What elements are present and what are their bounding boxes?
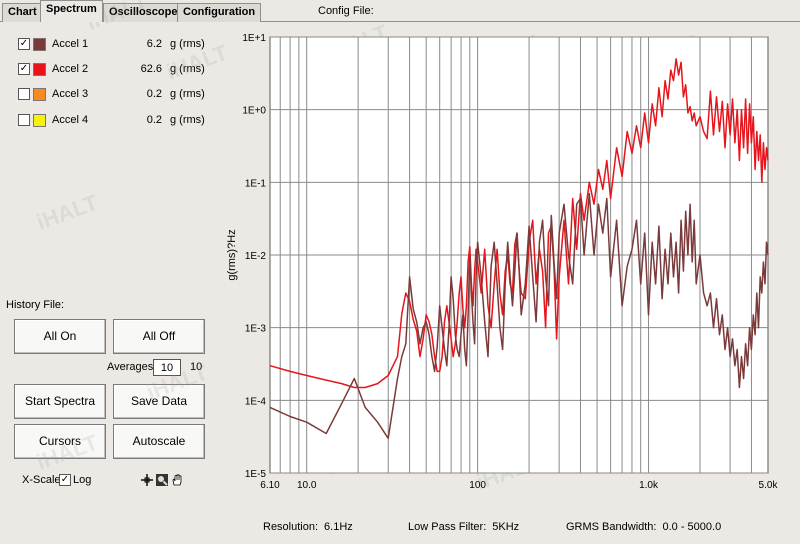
y-tick-label: 1E-3	[245, 324, 267, 335]
all-off-button[interactable]: All Off	[113, 319, 205, 354]
y-tick-label: 1E-4	[245, 396, 267, 407]
tab-bar: Chart Spectrum Oscilloscope Configuratio…	[0, 0, 800, 22]
grms-bandwidth-status: GRMS Bandwidth: 0.0 - 5000.0	[566, 521, 721, 533]
autoscale-button[interactable]: Autoscale	[113, 424, 205, 459]
channel-unit: g (rms)	[170, 38, 205, 50]
x-scale-label: X-Scale	[22, 474, 61, 486]
channel-color-swatch[interactable]	[33, 114, 46, 127]
start-spectra-button[interactable]: Start Spectra	[14, 384, 106, 419]
config-file-label: Config File:	[318, 5, 374, 17]
channel-checkbox[interactable]	[18, 88, 30, 100]
low-pass-filter-label: Low Pass Filter:	[408, 521, 487, 533]
channel-rms-value: 62.6	[140, 63, 162, 75]
x-tick-label: 100	[469, 480, 486, 491]
log-label: Log	[73, 474, 92, 486]
grms-bandwidth-label: GRMS Bandwidth:	[566, 521, 657, 533]
channel-unit: g (rms)	[170, 63, 205, 75]
channel-rms-value: 6.2	[146, 38, 162, 50]
channel-name: Accel 4	[52, 114, 89, 126]
tab-oscilloscope[interactable]: Oscilloscope	[103, 3, 184, 22]
channel-name: Accel 3	[52, 88, 89, 100]
x-tick-label: 10.0	[297, 480, 317, 491]
grms-bandwidth-value: 0.0 - 5000.0	[662, 521, 722, 533]
y-tick-label: 1E-2	[245, 251, 267, 262]
channel-rms-value: 0.2	[146, 114, 162, 126]
tab-chart[interactable]: Chart	[2, 3, 43, 22]
x-tick-label: 6.10	[260, 480, 280, 491]
tab-spectrum[interactable]: Spectrum	[40, 0, 103, 22]
channel-color-swatch[interactable]	[33, 38, 46, 51]
channel-rms-value: 0.2	[146, 88, 162, 100]
channel-unit: g (rms)	[170, 88, 205, 100]
pan-hand-icon[interactable]	[171, 474, 183, 486]
low-pass-filter-value: 5KHz	[492, 521, 520, 533]
x-tick-label: 1.0k	[639, 480, 659, 491]
channel-name: Accel 1	[52, 38, 89, 50]
y-axis-label: g(rms)?Hz	[226, 229, 238, 280]
channel-color-swatch[interactable]	[33, 88, 46, 101]
y-tick-label: 1E+0	[242, 106, 266, 117]
resolution-value: 6.1Hz	[324, 521, 353, 533]
x-tick-label: 5.0k	[759, 480, 779, 491]
zoom-tool-icon[interactable]	[156, 474, 168, 486]
tab-bar-divider	[0, 21, 800, 22]
crosshair-cursor-icon[interactable]	[141, 474, 153, 486]
low-pass-filter-status: Low Pass Filter: 5KHz	[408, 521, 519, 533]
channel-unit: g (rms)	[170, 114, 205, 126]
resolution-status: Resolution: 6.1Hz	[263, 521, 353, 533]
averages-label: Averages	[107, 361, 154, 373]
log-checkbox[interactable]: ✓	[59, 474, 71, 486]
y-tick-label: 1E-5	[245, 469, 267, 480]
averages-value: 10	[190, 361, 203, 373]
averages-input[interactable]	[153, 359, 181, 376]
channel-checkbox[interactable]	[18, 114, 30, 126]
history-file-label: History File:	[6, 299, 65, 311]
channel-checkbox[interactable]: ✓	[18, 38, 30, 50]
x-axis-ticks: 6.10 10.0 100 1.0k 5.0k	[260, 480, 778, 491]
watermark-text: iHALT	[33, 189, 101, 234]
tab-configuration[interactable]: Configuration	[177, 3, 262, 22]
y-tick-label: 1E-1	[245, 178, 267, 189]
save-data-button[interactable]: Save Data	[113, 384, 205, 419]
cursors-button[interactable]: Cursors	[14, 424, 106, 459]
y-tick-label: 1E+1	[242, 33, 266, 44]
channel-checkbox[interactable]: ✓	[18, 63, 30, 75]
channel-color-swatch[interactable]	[33, 63, 46, 76]
resolution-label: Resolution:	[263, 521, 319, 533]
channel-name: Accel 2	[52, 63, 89, 75]
y-axis-ticks: 1E+1 1E+0 1E-1 1E-2 1E-3 1E-4 1E-5	[242, 33, 266, 480]
plot-area[interactable]	[269, 36, 769, 474]
all-on-button[interactable]: All On	[14, 319, 106, 354]
